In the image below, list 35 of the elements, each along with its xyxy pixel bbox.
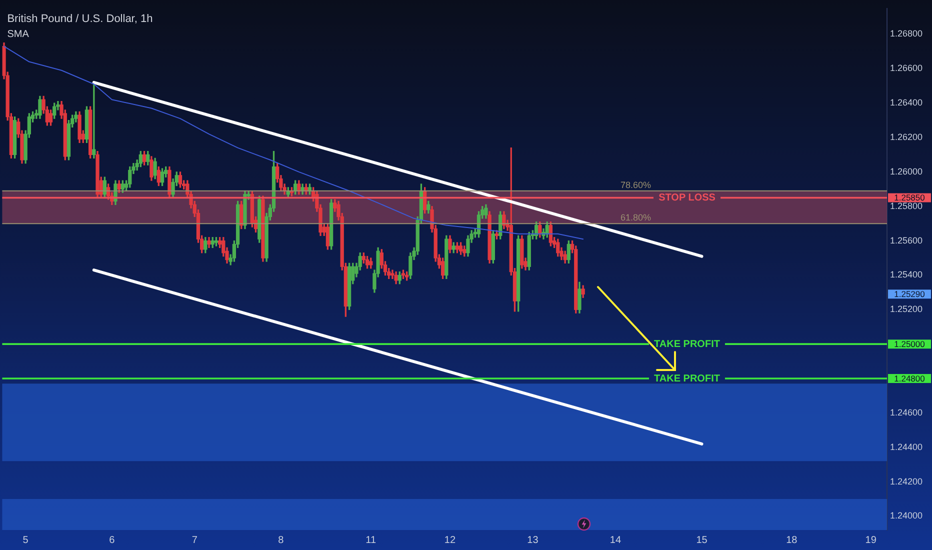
y-tick-label: 1.26400 (890, 98, 923, 108)
x-tick-label: 6 (109, 534, 116, 546)
x-tick-label: 14 (610, 534, 622, 546)
y-tick-label: 1.25200 (890, 304, 923, 314)
y-tick-label: 1.26800 (890, 28, 923, 39)
y-tick-label: 1.25600 (890, 235, 923, 246)
y-tick-label: 1.24400 (890, 442, 923, 452)
y-tick-label: 1.26000 (890, 166, 923, 176)
y-tick-label: 1.25400 (890, 270, 923, 280)
x-tick-label: 5 (22, 534, 29, 546)
text: 1.25000 (894, 338, 926, 349)
chart-title: British Pound / U.S. Dollar, 1h (7, 12, 153, 25)
annotation: 61.80% (620, 212, 651, 223)
ref-line-label: TAKE PROFIT (654, 373, 720, 384)
text: 1.24800 (894, 373, 926, 384)
x-tick-label: 13 (527, 534, 539, 546)
x-tick-label: 15 (696, 534, 708, 546)
ref-line-label: STOP LOSS (658, 192, 716, 204)
x-tick-label: 19 (865, 534, 877, 546)
y-tick-label: 1.25800 (890, 200, 923, 211)
x-tick-label: 12 (444, 534, 456, 546)
text: 1.25290 (894, 289, 926, 300)
y-tick-label: 1.24000 (890, 510, 923, 521)
y-tick-label: 1.24600 (890, 407, 923, 418)
ref-line-label: TAKE PROFIT (654, 338, 720, 350)
x-tick-label: 7 (192, 534, 198, 546)
x-tick-label: 11 (366, 534, 376, 546)
x-tick-label: 8 (278, 534, 284, 546)
series-label: SMA (7, 29, 30, 40)
x-tick-label: 18 (786, 534, 798, 546)
y-tick-label: 1.24200 (890, 476, 923, 486)
y-tick-label: 1.26600 (890, 63, 923, 74)
annotation: 78.60% (620, 180, 651, 190)
y-tick-label: 1.26200 (890, 132, 923, 142)
text: 1.25850 (894, 192, 926, 203)
